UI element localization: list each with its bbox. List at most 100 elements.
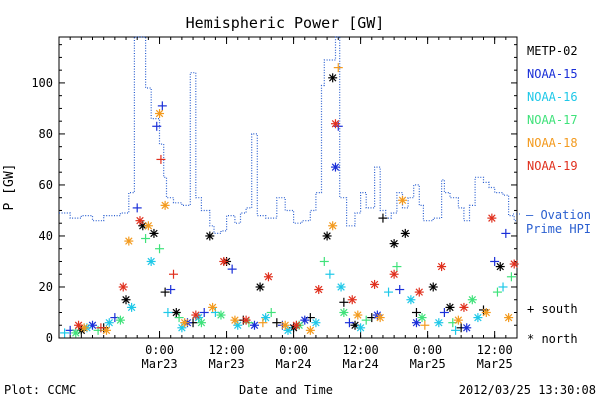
noaa-18-marker bbox=[143, 221, 153, 231]
noaa-17-marker bbox=[392, 262, 402, 272]
noaa-16-marker bbox=[104, 318, 114, 328]
noaa-16-marker bbox=[384, 287, 394, 297]
chart-title: Hemispheric Power [GW] bbox=[186, 14, 385, 32]
noaa-15-marker bbox=[462, 323, 472, 333]
y-tick-label: 60 bbox=[39, 178, 53, 192]
metp-02-marker bbox=[495, 262, 505, 272]
metp-02-marker bbox=[205, 231, 215, 241]
x-tick-date-label: Mar25 bbox=[410, 357, 446, 371]
noaa-19-marker bbox=[291, 320, 301, 330]
metp-02-marker bbox=[322, 231, 332, 241]
noaa-16-marker bbox=[356, 323, 366, 333]
noaa-17-marker bbox=[141, 234, 151, 244]
metp-02-marker bbox=[121, 295, 131, 305]
noaa-18-marker bbox=[453, 315, 463, 325]
noaa-19-marker bbox=[487, 213, 497, 223]
noaa-18-marker bbox=[258, 318, 268, 328]
legend-south-marker: + south bbox=[527, 302, 578, 316]
legend-entry-noaa-15: NOAA-15 bbox=[527, 67, 578, 81]
noaa-18-marker bbox=[398, 195, 407, 205]
legend-entry-noaa-17: NOAA-17 bbox=[527, 113, 578, 127]
noaa-15-marker bbox=[249, 320, 259, 330]
noaa-16-marker bbox=[146, 256, 156, 266]
noaa-17-marker bbox=[506, 272, 516, 282]
noaa-15-marker bbox=[330, 162, 340, 172]
noaa-15-marker bbox=[439, 307, 449, 317]
plot-timestamp: 2012/03/25 13:30:08 bbox=[459, 383, 596, 397]
noaa-18-marker bbox=[230, 315, 240, 325]
x-tick-date-label: Mar24 bbox=[276, 357, 312, 371]
noaa-18-marker bbox=[328, 221, 338, 231]
noaa-16-marker bbox=[163, 307, 173, 317]
metp-02-marker bbox=[389, 239, 399, 249]
noaa-16-marker bbox=[473, 313, 483, 323]
noaa-18-marker bbox=[155, 109, 165, 119]
noaa-17-marker bbox=[417, 313, 427, 323]
noaa-19-marker bbox=[389, 269, 399, 279]
noaa-15-marker bbox=[157, 101, 167, 111]
noaa-17-marker bbox=[492, 287, 502, 297]
noaa-17-marker bbox=[216, 310, 226, 320]
noaa-15-marker bbox=[199, 307, 209, 317]
noaa-15-marker bbox=[344, 318, 354, 328]
noaa-18-marker bbox=[124, 236, 134, 246]
noaa-18-marker bbox=[160, 200, 170, 210]
y-axis: 0 20 40 60 80 100 bbox=[31, 44, 517, 345]
noaa-19-marker bbox=[191, 310, 201, 320]
x-tick-time-label: 12:00 bbox=[477, 343, 513, 357]
y-tick-label: 0 bbox=[46, 331, 53, 345]
y-tick-label: 80 bbox=[39, 127, 53, 141]
noaa-18-marker bbox=[305, 325, 315, 335]
y-tick-label: 100 bbox=[31, 76, 53, 90]
noaa-17-marker bbox=[71, 328, 81, 338]
legend-entry-noaa-16: NOAA-16 bbox=[527, 90, 578, 104]
legend-entry-metp-02: METP-02 bbox=[527, 44, 578, 58]
noaa-15-marker bbox=[166, 285, 176, 295]
x-tick-date-label: Mar25 bbox=[477, 357, 513, 371]
noaa-17-marker bbox=[155, 244, 165, 254]
x-tick-time-label: 0:00 bbox=[413, 343, 442, 357]
noaa-16-marker bbox=[336, 282, 346, 292]
metp-02-marker bbox=[328, 73, 338, 83]
noaa-18-marker bbox=[280, 320, 290, 330]
noaa-18-marker bbox=[101, 325, 111, 335]
noaa-19-marker bbox=[156, 154, 166, 164]
plot-credit: Plot: CCMC bbox=[4, 383, 76, 397]
noaa-19-marker bbox=[459, 302, 469, 312]
x-tick-date-label: Mar23 bbox=[141, 357, 177, 371]
legend-north-marker: * north bbox=[527, 332, 578, 346]
noaa-18-marker bbox=[353, 310, 363, 320]
noaa-18-marker bbox=[208, 302, 218, 312]
noaa-18-marker bbox=[504, 313, 514, 323]
metp-02-marker bbox=[411, 307, 421, 317]
noaa-19-marker bbox=[437, 262, 447, 272]
noaa-16-marker bbox=[311, 318, 321, 328]
x-tick-time-label: 0:00 bbox=[279, 343, 308, 357]
noaa-19-marker bbox=[135, 216, 145, 226]
noaa-17-marker bbox=[339, 307, 349, 317]
metp-02-marker bbox=[272, 318, 282, 328]
noaa-19-marker bbox=[263, 272, 273, 282]
noaa-19-marker bbox=[241, 315, 251, 325]
noaa-15-marker bbox=[152, 121, 162, 131]
noaa-19-marker bbox=[74, 320, 84, 330]
noaa-17-marker bbox=[115, 315, 125, 325]
legend-ovation-line1: — Ovation bbox=[526, 208, 591, 222]
satellite-markers bbox=[60, 63, 519, 338]
noaa-18-marker bbox=[180, 318, 190, 328]
noaa-19-marker bbox=[330, 119, 340, 129]
noaa-19-marker bbox=[347, 295, 357, 305]
y-tick-label: 20 bbox=[39, 280, 53, 294]
metp-02-marker bbox=[445, 302, 455, 312]
noaa-18-marker bbox=[420, 320, 430, 330]
noaa-17-marker bbox=[196, 318, 206, 328]
noaa-16-marker bbox=[325, 269, 335, 279]
noaa-15-marker bbox=[395, 285, 405, 295]
x-tick-time-label: 12:00 bbox=[343, 343, 379, 357]
noaa-19-marker bbox=[414, 287, 424, 297]
legend-entry-noaa-18: NOAA-18 bbox=[527, 136, 578, 150]
noaa-17-marker bbox=[319, 256, 329, 266]
ovation-line-layer bbox=[59, 36, 517, 234]
x-tick-time-label: 0:00 bbox=[145, 343, 174, 357]
noaa-15-marker bbox=[501, 228, 511, 238]
